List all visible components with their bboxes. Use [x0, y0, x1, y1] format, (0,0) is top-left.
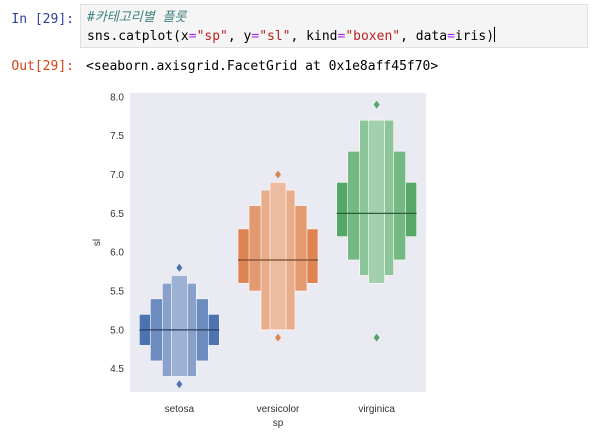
y-tick-label: 5.0: [110, 325, 124, 336]
outlier-marker: [275, 333, 281, 342]
x-tick-label: versicolor: [257, 404, 300, 415]
boxen-box: [269, 182, 287, 331]
outlier-marker: [176, 263, 183, 272]
code-val-data: iris: [454, 29, 487, 44]
code-comment-line: #카테고리별 플롯: [87, 9, 581, 27]
boxen-box: [368, 119, 385, 284]
outlier-marker: [373, 100, 380, 109]
outlier-marker: [373, 333, 380, 342]
code-kw-data: data: [415, 29, 448, 44]
outlier-marker: [176, 380, 183, 389]
code-statement-line: sns.catplot(x="sp", y="sl", kind="boxen"…: [87, 27, 496, 44]
code-function: sns.catplot(: [87, 29, 181, 44]
y-tick-label: 8.0: [110, 92, 124, 103]
code-kw-kind: kind: [306, 29, 338, 44]
code-cell[interactable]: #카테고리별 플롯 sns.catplot(x="sp", y="sl", ki…: [80, 4, 588, 48]
text-cursor: [494, 27, 496, 42]
code-kw-x: x: [180, 29, 189, 44]
code-val-kind: "boxen": [345, 29, 401, 44]
outlier-marker: [275, 170, 281, 179]
y-tick-label: 4.5: [110, 364, 124, 375]
output-text: <seaborn.axisgrid.FacetGrid at 0x1e8aff4…: [86, 59, 439, 74]
code-close: ): [486, 29, 495, 44]
code-comment: #카테고리별 플롯: [87, 10, 187, 25]
y-tick-label: 6.5: [110, 209, 124, 220]
x-axis-label: sp: [273, 418, 284, 429]
code-kw-y: y: [243, 29, 252, 44]
y-tick-label: 7.0: [110, 170, 124, 181]
output-prompt: Out[29]:: [11, 59, 74, 74]
code-val-x: "sp": [196, 29, 228, 44]
y-tick-label: 6.0: [110, 248, 124, 259]
x-tick-label: virginica: [358, 404, 395, 415]
code-val-y: "sl": [259, 29, 291, 44]
y-tick-label: 7.5: [110, 131, 124, 142]
input-prompt: In [29]:: [11, 12, 74, 27]
y-axis-label: sl: [92, 239, 103, 246]
boxen-box: [171, 275, 188, 377]
y-tick-label: 5.5: [110, 287, 124, 298]
x-tick-label: setosa: [165, 404, 195, 415]
